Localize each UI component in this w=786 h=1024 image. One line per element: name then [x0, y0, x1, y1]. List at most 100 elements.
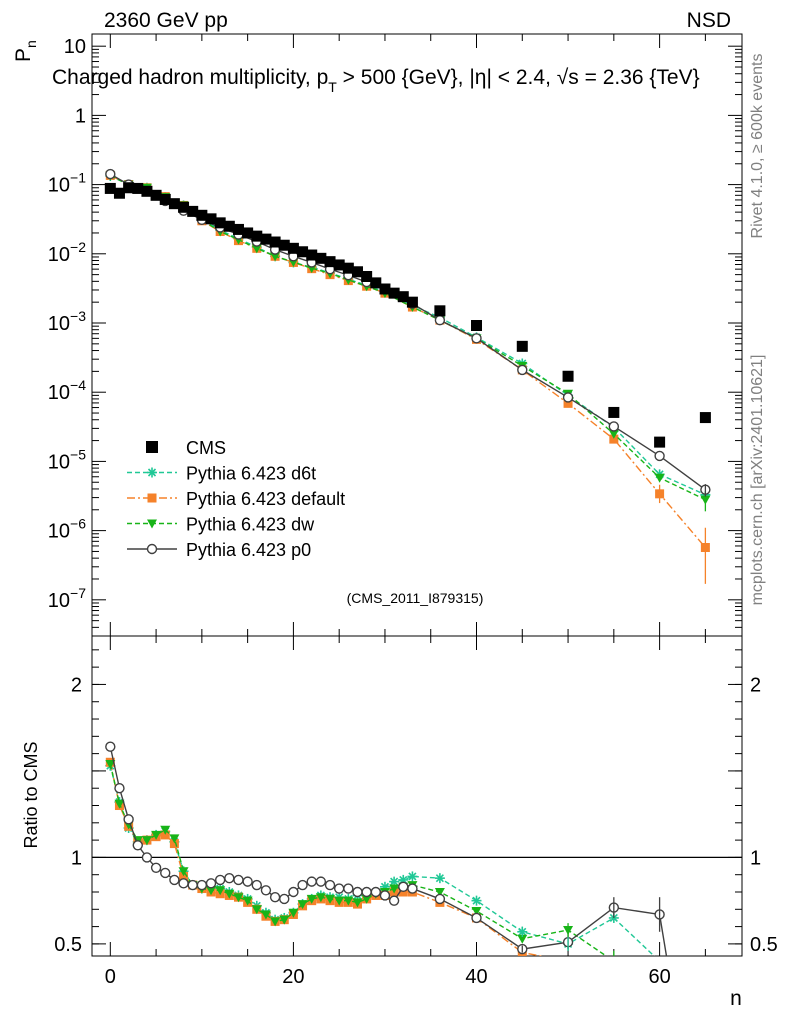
p0-marker: [471, 912, 482, 924]
legend: CMS Pythia 6.423 d6t Pythia 6.423 default P…: [127, 438, 345, 560]
default-marker: [160, 830, 170, 840]
d6t-marker: [434, 873, 445, 884]
main-ytick-label: 10−1: [48, 170, 86, 197]
p0-marker: [352, 886, 363, 898]
cms-data-point: [132, 182, 144, 194]
cms-data-point: [406, 296, 418, 308]
cms-data-point: [361, 270, 373, 282]
p0-marker: [178, 878, 189, 889]
p0-marker: [654, 450, 665, 462]
dw-marker: [297, 900, 308, 910]
d6t-marker: [407, 871, 418, 882]
dw-marker: [389, 884, 400, 894]
p0-marker: [315, 876, 327, 887]
cms-data-point: [306, 249, 318, 261]
series-layer: [105, 168, 711, 956]
dw-marker: [169, 834, 180, 844]
legend-label-p0: Pythia 6.423 p0: [186, 540, 311, 560]
xaxis-label: n: [730, 987, 742, 1010]
ratio-series-line-dw: [109, 763, 608, 956]
analysis-tag: (CMS_2011_I879315): [347, 590, 484, 606]
xtick-label: 40: [465, 966, 487, 988]
cms-data-point: [315, 252, 327, 264]
cms-data-layer: [104, 182, 711, 448]
dw-marker: [215, 886, 226, 896]
main-ytick-label: 10−6: [48, 516, 86, 543]
main-ytick-label: 10−4: [48, 377, 86, 404]
main-ytick-label: 1: [75, 105, 86, 127]
cms-data-point: [297, 246, 309, 258]
legend-cms-marker: [146, 441, 158, 453]
cms-data-point: [178, 201, 190, 213]
cms-data-point: [141, 185, 153, 197]
d6t-marker: [471, 895, 482, 906]
default-marker: [169, 839, 179, 849]
cms-data-point: [159, 193, 171, 205]
p0-marker: [242, 876, 253, 887]
cms-data-point: [562, 370, 574, 382]
p0-marker: [123, 814, 134, 825]
dw-marker: [260, 910, 271, 920]
ratio-ytick-label-right: 0.5: [750, 934, 778, 956]
labels: 10−7 10−6 10−5 10−4 10−3 10−2 10−1 1 10 0 20 40 60 0.…: [12, 9, 778, 1010]
p0-marker: [141, 852, 153, 863]
p0-marker: [333, 883, 345, 894]
dw-marker: [434, 888, 445, 897]
p0-marker: [517, 364, 528, 376]
p0-marker: [169, 874, 180, 886]
dw-marker: [242, 896, 253, 906]
dw-marker: [224, 889, 235, 899]
legend-label-d6t: Pythia 6.423 d6t: [186, 464, 316, 484]
ratio-series-line-d6t: [109, 765, 656, 956]
cms-data-point: [269, 236, 281, 248]
p0-marker: [196, 879, 208, 891]
cms-data-point: [397, 291, 409, 303]
dw-marker: [114, 799, 125, 809]
dw-marker: [325, 894, 336, 904]
legend-label-dw: Pythia 6.423 dw: [186, 515, 315, 535]
p0-marker: [324, 879, 336, 891]
ratio-series-line-p0: [109, 746, 668, 956]
cms-data-point: [223, 220, 235, 232]
cms-data-point: [150, 189, 162, 201]
p0-marker: [407, 883, 418, 894]
cms-data-point: [434, 305, 446, 317]
dw-marker: [343, 896, 354, 906]
ratio-ytick-label: 0.5: [54, 934, 82, 956]
cms-data-point: [654, 436, 666, 448]
p0-marker: [398, 881, 409, 893]
p0-marker: [260, 885, 272, 896]
p0-marker: [608, 421, 620, 432]
p0-marker: [288, 886, 299, 898]
p0-marker: [562, 392, 574, 403]
cms-data-point: [516, 340, 528, 352]
ratio-ytick-label-right: 1: [750, 847, 761, 869]
p0-marker: [434, 893, 446, 905]
p0-marker: [187, 879, 198, 891]
cms-data-point: [260, 233, 272, 245]
cms-data-point: [324, 256, 336, 268]
dw-marker: [306, 894, 317, 904]
cms-data-point: [123, 182, 135, 194]
p0-marker: [361, 886, 372, 898]
legend-label-default: Pythia 6.423 default: [186, 489, 345, 509]
p0-marker: [251, 879, 262, 891]
xtick-label: 20: [282, 966, 304, 988]
ratio-ytick-label-right: 2: [750, 674, 761, 696]
default-marker: [179, 871, 189, 881]
dw-marker: [471, 907, 482, 917]
p0-marker: [214, 874, 226, 886]
cms-data-point: [699, 412, 711, 424]
p0-marker: [388, 895, 400, 906]
xtick-label: 60: [648, 966, 670, 988]
default-marker: [563, 398, 573, 408]
ratio-series-group: [105, 741, 668, 956]
cms-data-point: [342, 262, 354, 274]
main-ytick-label: 10−5: [48, 446, 86, 473]
cms-data-point: [187, 205, 199, 217]
dw-marker: [517, 934, 528, 944]
p0-marker: [269, 891, 281, 903]
p0-marker: [297, 879, 308, 891]
p0-marker: [150, 862, 162, 873]
ratio-ytick-label: 1: [71, 847, 82, 869]
